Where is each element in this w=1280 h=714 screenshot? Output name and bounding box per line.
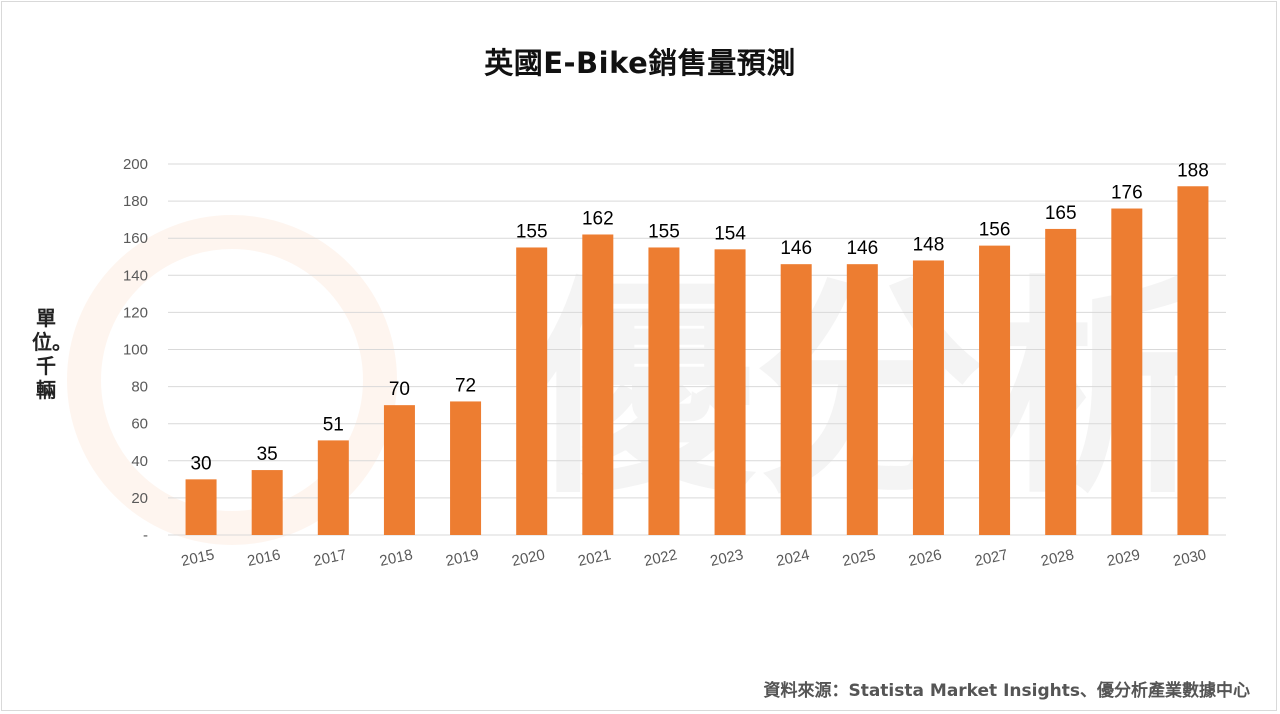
y-tick-label: 100 (123, 342, 148, 359)
bar (846, 264, 878, 535)
x-axis-ticks: 2015 2016 2017 2018 2019 2020 2021 2022 2023 2024… (180, 546, 1208, 570)
bar (1045, 228, 1077, 536)
y-tick-label: 80 (131, 379, 148, 396)
x-tick-label: 2015 (180, 546, 216, 570)
chart-title: 英國E-Bike銷售量預測 (484, 46, 796, 80)
bar (714, 249, 746, 535)
bar (317, 440, 349, 535)
x-tick-label: 2023 (709, 546, 745, 570)
y-tick-label: 160 (123, 230, 148, 247)
y-tick-label: 60 (131, 416, 148, 433)
bar (251, 470, 283, 535)
data-label: 30 (190, 453, 211, 474)
y-tick-label: 40 (131, 453, 148, 470)
data-labels: 30 35 51 70 72 155 162 155 154 146 146 148 156 165 176… (190, 160, 1208, 474)
x-tick-label: 2016 (246, 546, 282, 570)
y-tick-label: 180 (123, 193, 148, 210)
x-tick-label: 2017 (312, 546, 348, 570)
data-label: 165 (1045, 203, 1077, 224)
bar (516, 247, 548, 535)
data-label: 72 (455, 375, 476, 396)
x-tick-label: 2019 (444, 546, 480, 570)
data-label: 70 (389, 379, 410, 400)
x-tick-label: 2025 (841, 546, 877, 570)
y-axis-ticks: - 20 40 60 80 100 120 140 160 180 200 (123, 156, 148, 544)
x-tick-label: 2018 (378, 546, 414, 570)
data-label: 35 (257, 444, 278, 465)
bar (185, 479, 217, 535)
data-label: 155 (648, 221, 680, 242)
x-tick-label: 2024 (775, 546, 811, 570)
x-tick-label: 2027 (973, 546, 1009, 570)
data-label: 162 (582, 208, 614, 229)
y-tick-label: 200 (123, 156, 148, 173)
x-tick-label: 2029 (1105, 546, 1141, 570)
bar (582, 234, 614, 536)
x-tick-label: 2026 (907, 546, 943, 570)
bar (912, 260, 944, 535)
data-label: 155 (516, 221, 548, 242)
y-tick-label: - (143, 527, 148, 544)
bar (648, 247, 680, 535)
data-label: 148 (913, 234, 945, 255)
x-tick-label: 2030 (1172, 546, 1208, 570)
bar (979, 245, 1011, 535)
data-label: 188 (1177, 160, 1209, 181)
x-tick-label: 2021 (576, 546, 612, 570)
x-tick-label: 2028 (1039, 546, 1075, 570)
data-label: 154 (714, 223, 746, 244)
bars (185, 186, 1209, 536)
data-label: 146 (780, 238, 812, 259)
bar (450, 401, 482, 535)
data-label: 156 (979, 220, 1011, 241)
bar (383, 405, 415, 535)
bar (1111, 208, 1143, 535)
x-tick-label: 2020 (510, 546, 546, 570)
data-label: 51 (323, 414, 344, 435)
y-tick-label: 20 (131, 490, 148, 507)
y-tick-label: 140 (123, 267, 148, 284)
data-label: 146 (846, 238, 878, 259)
x-tick-label: 2022 (643, 546, 679, 570)
bar (780, 264, 812, 535)
bar (1177, 186, 1209, 535)
data-label: 176 (1111, 183, 1143, 204)
y-tick-label: 120 (123, 304, 148, 321)
source-note: 資料來源：Statista Market Insights、優分析產業數據中心 (763, 681, 1250, 701)
